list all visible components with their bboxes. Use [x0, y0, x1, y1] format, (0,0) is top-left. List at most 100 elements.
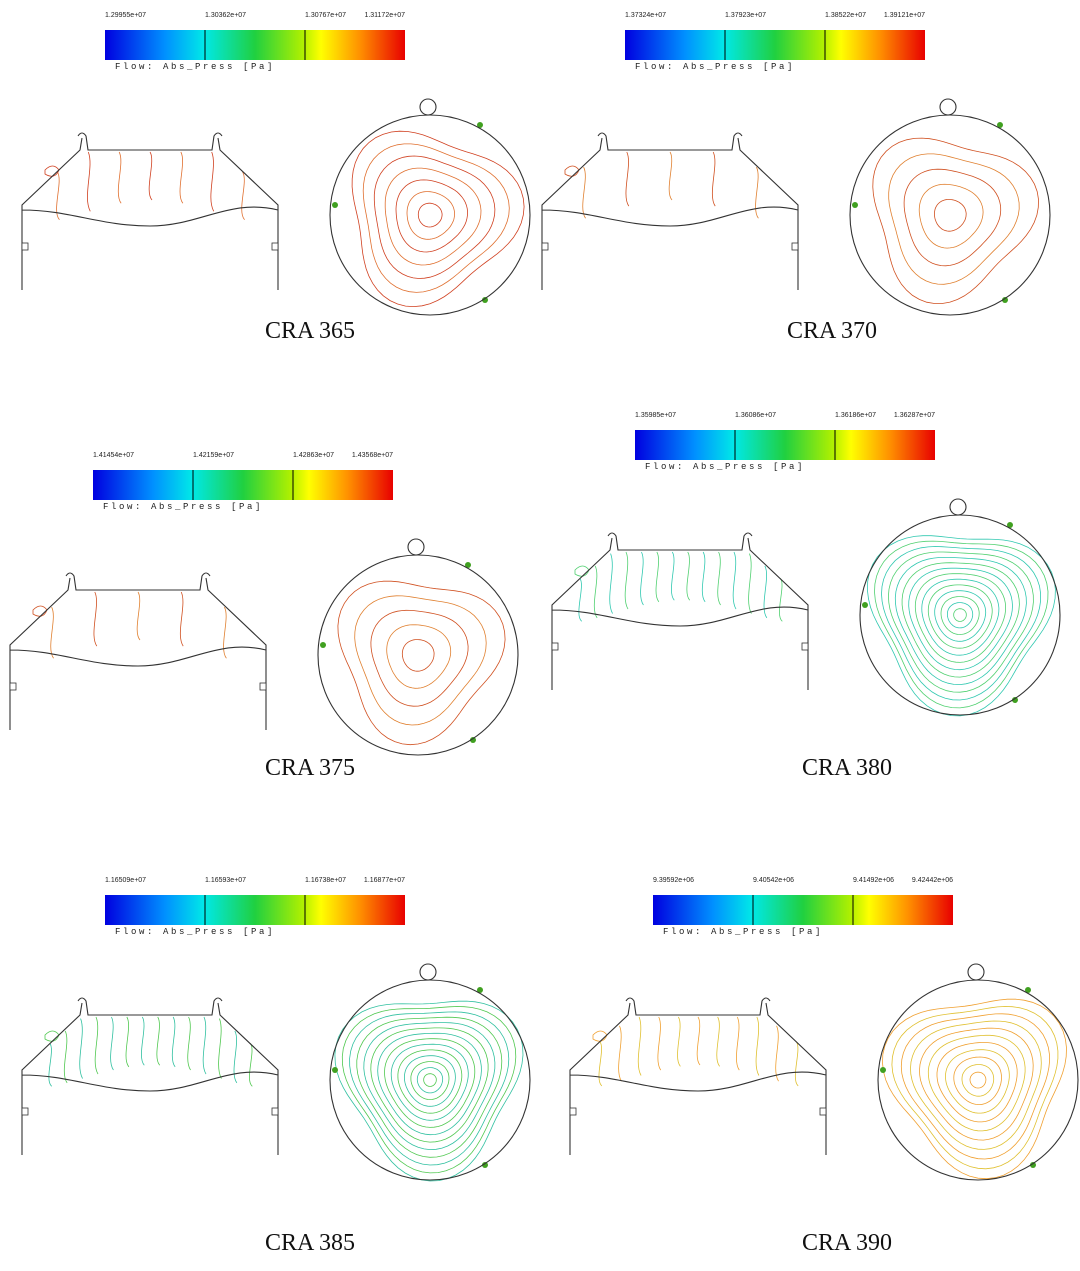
contour-line — [352, 131, 524, 306]
contour-line — [402, 640, 434, 672]
caption: CRA 385 — [265, 1230, 355, 1256]
contour-line — [424, 1074, 437, 1087]
hot-spot — [852, 202, 858, 208]
contour-line — [398, 1050, 462, 1113]
chamber-outline — [10, 573, 266, 730]
contour-line — [188, 1017, 191, 1070]
injector-spot — [593, 1031, 607, 1041]
top-view — [318, 539, 518, 755]
contour-line — [687, 552, 690, 600]
hot-spot — [332, 202, 338, 208]
valve-mark — [792, 243, 798, 250]
hot-spot — [320, 642, 326, 648]
caption: CRA 390 — [802, 1230, 892, 1256]
contour-line — [583, 167, 586, 218]
injector-spot — [575, 566, 589, 576]
contour-line — [203, 1017, 206, 1074]
contour-line — [94, 592, 97, 646]
spark-plug — [940, 99, 956, 115]
caption: CRA 365 — [265, 318, 355, 344]
contour-line — [947, 603, 972, 628]
side-view — [22, 998, 278, 1155]
contour-line — [678, 1017, 681, 1066]
valve-mark — [10, 683, 16, 690]
colorbar-label: Flow: Abs_Press [Pa] — [645, 462, 805, 472]
injector-spot — [565, 166, 579, 176]
contour-line — [945, 1050, 1009, 1113]
chamber-outline — [22, 998, 278, 1155]
contour-line — [658, 1017, 661, 1070]
side-view — [570, 998, 826, 1155]
contour-line — [118, 152, 121, 203]
contour-line — [625, 552, 628, 609]
panel: 1.35985e+071.36086e+071.36186e+071.36287… — [552, 412, 1060, 716]
contour-line — [733, 552, 736, 609]
colorbar-tick-label: 1.36287e+07 — [894, 412, 935, 419]
contour-line — [418, 203, 442, 227]
contour-line — [417, 1068, 442, 1093]
contour-line — [180, 152, 183, 203]
spark-plug — [968, 964, 984, 980]
valve-mark — [820, 1108, 826, 1115]
caption: CRA 380 — [802, 755, 892, 781]
page: {"panels": [ {"colorbar": {"ticks": ["1.… — [0, 0, 1080, 1271]
valve-mark — [552, 643, 558, 650]
contour-line — [64, 1031, 67, 1083]
colorbar-tick-label: 1.37923e+07 — [725, 12, 766, 19]
contour-line — [702, 552, 705, 602]
valve-mark — [22, 243, 28, 250]
colorbar-label: Flow: Abs_Press [Pa] — [115, 927, 275, 937]
contour-line — [756, 1017, 759, 1076]
contour-line — [385, 1039, 475, 1128]
colorbar-tick-label: 1.30767e+07 — [305, 12, 346, 19]
contour-line — [962, 1065, 994, 1097]
contour-line — [756, 167, 759, 218]
injector-spot — [45, 166, 59, 176]
contour-line — [610, 554, 613, 614]
contour-line — [764, 566, 767, 618]
colorbar-label: Flow: Abs_Press [Pa] — [635, 62, 795, 72]
colorbar-tick-label: 1.16509e+07 — [105, 877, 146, 884]
contour-line — [385, 168, 481, 265]
contour-line — [157, 1017, 160, 1065]
colorbar-tick-label: 9.40542e+06 — [753, 877, 794, 884]
contour-line — [234, 1031, 237, 1083]
contour-line — [51, 607, 54, 658]
contour-line — [363, 144, 509, 293]
hot-spot — [880, 1067, 886, 1073]
colorbar — [653, 895, 953, 925]
colorbar-label: Flow: Abs_Press [Pa] — [115, 62, 275, 72]
colorbar-tick-label: 1.38522e+07 — [825, 12, 866, 19]
chamber-outline — [22, 133, 278, 290]
contour-line — [937, 1043, 1017, 1122]
valve-mark — [272, 243, 278, 250]
contour-line — [249, 1043, 252, 1086]
colorbar-tick-label: 1.42863e+07 — [293, 452, 334, 459]
contour-line — [669, 152, 672, 200]
colorbar — [105, 30, 405, 60]
colorbar — [93, 470, 393, 500]
side-view — [22, 133, 278, 290]
contour-line — [579, 578, 582, 621]
contour-line — [242, 172, 245, 220]
colorbar-tick-label: 1.16877e+07 — [364, 877, 405, 884]
contour-line — [378, 1033, 482, 1134]
spark-plug — [950, 499, 966, 515]
injector-spot — [33, 606, 47, 616]
contour-line — [888, 552, 1033, 692]
contour-line — [970, 1072, 986, 1088]
contour-line — [641, 552, 644, 605]
contour-line — [219, 1019, 222, 1079]
top-view — [330, 964, 530, 1181]
valve-mark — [570, 1108, 576, 1115]
contour-line — [357, 1017, 502, 1157]
contour-line — [172, 1017, 175, 1067]
valve-mark — [272, 1108, 278, 1115]
valve-mark — [542, 243, 548, 250]
colorbar-tick-label: 1.30362e+07 — [205, 12, 246, 19]
colorbar — [635, 430, 935, 460]
colorbar-tick-label: 1.41454e+07 — [93, 452, 134, 459]
contour-line — [909, 568, 1013, 670]
